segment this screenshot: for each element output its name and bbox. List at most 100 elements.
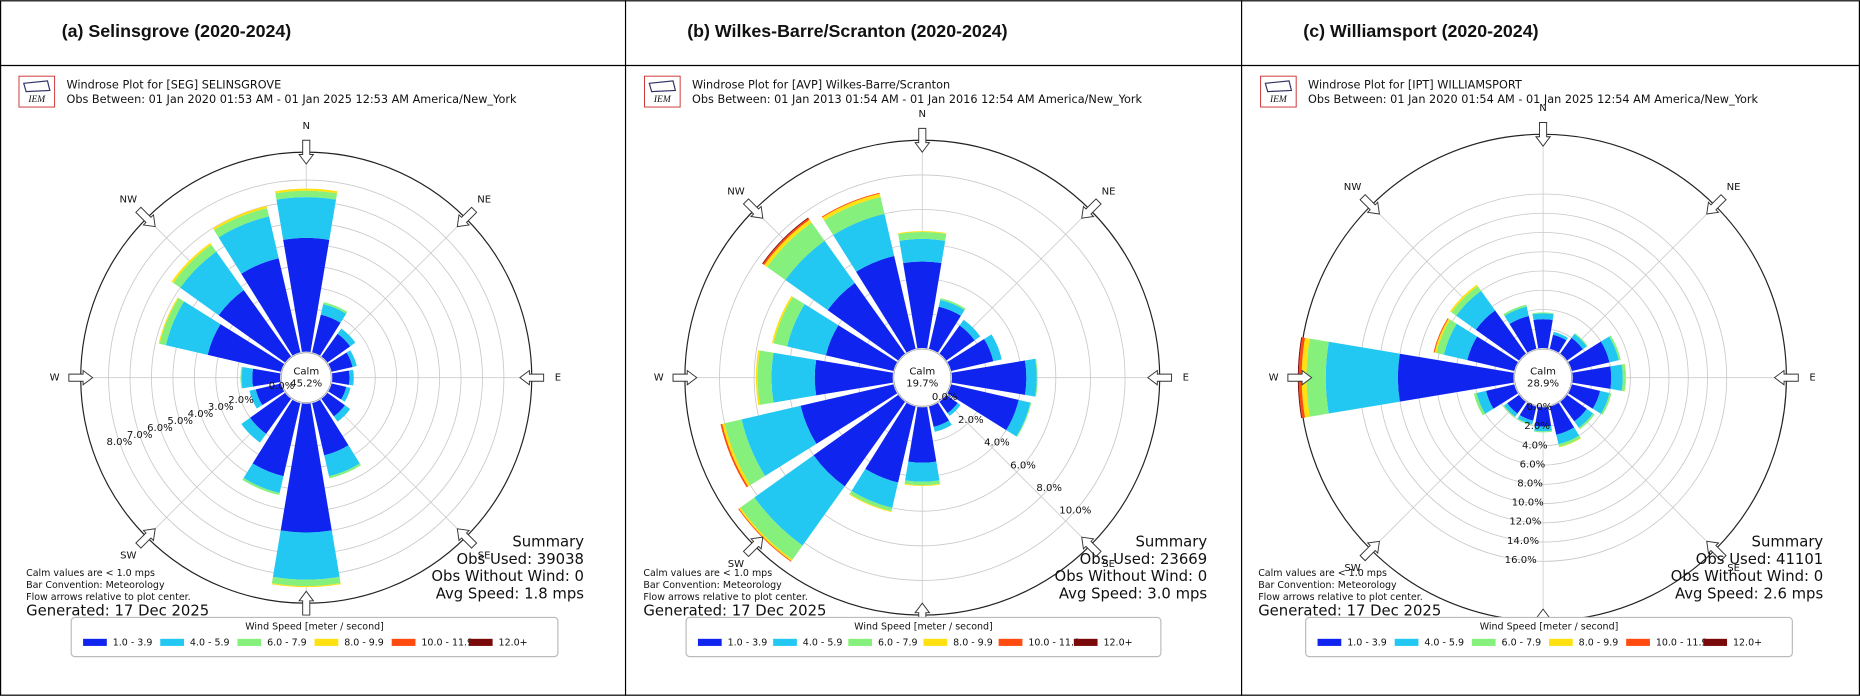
panel-title: (c) Williamsport (2020-2024) [1303,21,1538,41]
wind-bar [218,216,279,274]
calm-label: Calm [909,367,935,378]
plot-title: Windrose Plot for [AVP] Wilkes-Barre/Scr… [692,79,950,92]
wind-bar [947,384,1019,431]
wind-bar [1549,402,1575,435]
ring-label: 6.0% [147,423,173,434]
legend-swatch [773,638,797,646]
wind-bar [908,406,937,463]
wind-bar [250,392,292,434]
wind-bar [773,296,805,347]
wind-bar [321,333,351,363]
legend-swatch [1626,638,1650,646]
ring-label: 8.0% [1036,483,1062,494]
wind-bar [899,238,946,264]
wind-bar [1306,338,1329,417]
wind-bar [341,386,351,402]
wind-bar [1571,333,1587,350]
wind-bar [1560,337,1583,361]
compass-label: NW [120,195,138,206]
legend-label: 10.0 - 11.9 [1028,637,1080,648]
wind-bar [1035,358,1038,397]
wind-bar [1433,318,1449,353]
summary-line: Obs Used: 39038 [456,551,584,568]
ring-label: 2.0% [1524,421,1550,432]
legend-title: Wind Speed [meter / second] [1480,621,1619,632]
ring-label: 10.0% [1512,498,1544,509]
wind-bar [740,497,803,560]
generated: Generated: 17 Dec 2025 [643,603,826,620]
wind-bar [1325,341,1400,414]
compass-label: W [654,373,664,384]
flow-arrow [456,206,478,228]
summary-line: Obs Without Wind: 0 [1671,568,1824,585]
wind-bar [1534,425,1552,432]
wind-bar [1574,333,1588,347]
wind-bar [898,232,947,241]
summary-line: Avg Speed: 3.0 mps [1059,585,1207,602]
summary-line: Obs Used: 23669 [1080,551,1208,568]
wind-bar [1532,313,1554,320]
wind-bar [1024,358,1037,397]
wind-bar [1434,318,1451,354]
summary-line: Summary [512,534,584,551]
summary-line: Avg Speed: 1.8 mps [436,585,584,602]
wind-bar [1517,418,1533,426]
legend-label: 12.0+ [1733,637,1762,648]
summary-line: Summary [1135,534,1207,551]
calm-value: 19.7% [906,379,938,390]
grid-ring [719,174,1126,581]
wind-bar [800,384,898,444]
wind-bar [1504,306,1529,324]
wind-bar [275,190,338,200]
wind-bar [283,237,330,352]
wind-bar [321,392,345,417]
compass-label: SE [1102,559,1115,570]
calm-label: Calm [1530,367,1556,378]
legend-box [70,616,559,658]
compass-label: N [302,121,310,132]
spoke [1563,205,1716,357]
plot-subtitle: Obs Between: 01 Jan 2013 01:54 AM - 01 J… [692,93,1143,106]
wind-bar [785,240,855,311]
wind-bar [312,314,341,356]
wind-bar [951,360,1027,395]
flow-arrow [1359,540,1380,562]
wind-bar [825,325,898,371]
wind-bar [865,402,916,483]
wind-bar [938,299,965,316]
wind-bar [1624,363,1627,392]
compass-label: NE [1727,182,1741,193]
wind-bar [171,242,212,283]
flow-arrow [1706,194,1727,215]
wind-bar [1592,390,1610,414]
legend-label: 1.0 - 3.9 [728,637,768,648]
wind-bar [1600,336,1619,363]
flow-arrow [298,139,315,165]
plot-title: Windrose Plot for [SEG] SELINSGROVE [66,79,281,92]
flow-arrow [68,369,94,386]
legend-swatch [237,638,262,646]
legend-swatch [1471,638,1496,646]
wind-bar [1533,319,1553,349]
wind-bar [827,283,906,361]
wind-bar [1552,331,1568,341]
legend-label: 8.0 - 9.9 [344,637,384,648]
ring-label: 2.0% [228,395,254,406]
wind-bar [939,325,975,361]
compass-label: SE [1727,563,1740,574]
compass-label: SW [1344,563,1360,574]
legend-label: 1.0 - 3.9 [113,637,153,648]
wind-bar [959,319,981,341]
note-line: Bar Convention: Meteorology [26,580,165,591]
plot-title: Windrose Plot for [IPT] WILLIAMSPORT [1308,79,1522,92]
flow-arrow [456,528,478,549]
panel-title: (b) Wilkes-Barre/Scranton (2020-2024) [687,21,1007,41]
ring-label: 0.0% [932,392,958,403]
wind-bar [849,493,892,513]
wind-bar [252,399,301,477]
wind-bar [173,244,217,288]
compass-label: E [1183,373,1189,384]
wind-bar [947,402,961,416]
legend-title: Wind Speed [meter / second] [245,621,384,632]
wind-bar [1298,337,1305,418]
